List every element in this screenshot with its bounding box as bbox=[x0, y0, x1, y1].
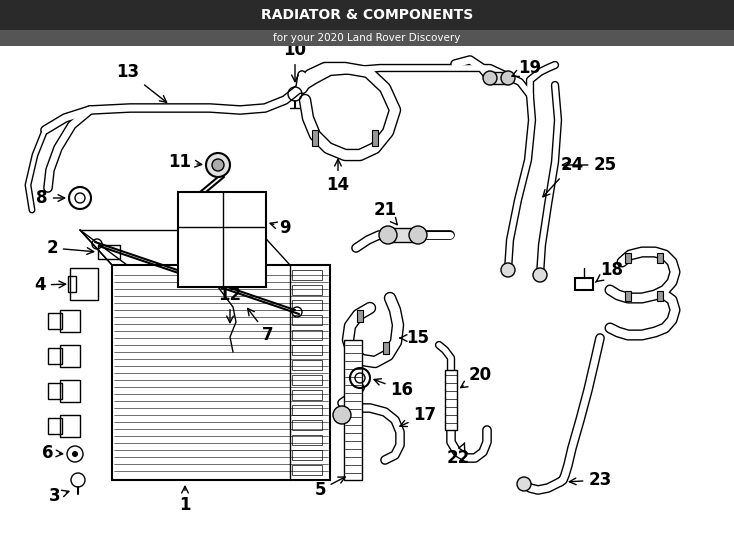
Text: 8: 8 bbox=[36, 189, 65, 207]
Circle shape bbox=[533, 268, 547, 282]
Circle shape bbox=[72, 451, 78, 457]
Bar bbox=[98, 245, 120, 259]
Text: 7: 7 bbox=[247, 308, 274, 344]
Text: 17: 17 bbox=[400, 406, 437, 427]
Bar bbox=[657, 291, 663, 301]
Bar bbox=[292, 420, 322, 430]
Circle shape bbox=[517, 477, 531, 491]
Bar bbox=[292, 285, 322, 295]
Bar bbox=[357, 310, 363, 322]
Text: 25: 25 bbox=[562, 156, 617, 174]
Text: 19: 19 bbox=[512, 59, 542, 77]
Text: 14: 14 bbox=[327, 159, 349, 194]
Bar bbox=[388, 228, 418, 242]
Text: 18: 18 bbox=[595, 261, 623, 282]
Text: 1: 1 bbox=[179, 487, 191, 514]
Text: 4: 4 bbox=[34, 276, 65, 294]
Circle shape bbox=[501, 71, 515, 85]
Bar bbox=[60, 415, 80, 437]
Text: 12: 12 bbox=[219, 286, 241, 323]
Text: 5: 5 bbox=[314, 477, 345, 499]
Bar bbox=[292, 360, 322, 370]
Bar bbox=[0, 0, 734, 30]
Bar bbox=[292, 405, 322, 415]
Circle shape bbox=[206, 153, 230, 177]
Bar bbox=[48, 313, 62, 329]
Circle shape bbox=[379, 226, 397, 244]
Bar bbox=[344, 340, 362, 480]
Text: 6: 6 bbox=[43, 444, 62, 462]
Circle shape bbox=[409, 226, 427, 244]
Text: 9: 9 bbox=[270, 219, 291, 237]
Text: 11: 11 bbox=[169, 153, 202, 171]
Text: for your 2020 Land Rover Discovery: for your 2020 Land Rover Discovery bbox=[273, 33, 461, 43]
Bar bbox=[68, 276, 76, 292]
Bar bbox=[0, 30, 734, 46]
Text: 2: 2 bbox=[46, 239, 94, 257]
Text: 15: 15 bbox=[400, 329, 429, 347]
Bar bbox=[60, 345, 80, 367]
Text: 21: 21 bbox=[374, 201, 397, 225]
Bar bbox=[292, 315, 322, 325]
Text: 10: 10 bbox=[283, 41, 307, 82]
Bar bbox=[445, 370, 457, 430]
Bar bbox=[48, 418, 62, 434]
Bar bbox=[383, 342, 389, 354]
Bar bbox=[490, 72, 508, 84]
Bar bbox=[312, 130, 318, 146]
Bar bbox=[292, 270, 322, 280]
Bar bbox=[60, 380, 80, 402]
Bar bbox=[292, 300, 322, 310]
Circle shape bbox=[501, 263, 515, 277]
Bar bbox=[60, 310, 80, 332]
Bar bbox=[625, 253, 631, 263]
Bar bbox=[575, 278, 593, 290]
Bar bbox=[48, 348, 62, 364]
Bar bbox=[48, 383, 62, 399]
Bar bbox=[292, 330, 322, 340]
Text: 13: 13 bbox=[117, 63, 167, 102]
Bar bbox=[70, 268, 98, 300]
Text: 24: 24 bbox=[543, 156, 584, 197]
Bar bbox=[178, 192, 266, 287]
Bar bbox=[112, 265, 330, 480]
Text: 20: 20 bbox=[461, 366, 492, 388]
Text: 23: 23 bbox=[570, 471, 611, 489]
Bar bbox=[292, 345, 322, 355]
Bar bbox=[292, 375, 322, 385]
Bar bbox=[292, 465, 322, 475]
Text: 22: 22 bbox=[446, 443, 470, 467]
Text: RADIATOR & COMPONENTS: RADIATOR & COMPONENTS bbox=[261, 8, 473, 22]
Bar bbox=[657, 253, 663, 263]
Text: 16: 16 bbox=[374, 379, 413, 399]
Text: 3: 3 bbox=[49, 487, 69, 505]
Bar bbox=[292, 435, 322, 445]
Bar bbox=[292, 450, 322, 460]
Circle shape bbox=[483, 71, 497, 85]
Circle shape bbox=[333, 406, 351, 424]
Bar bbox=[372, 130, 378, 146]
Bar bbox=[625, 291, 631, 301]
Circle shape bbox=[212, 159, 224, 171]
Bar bbox=[292, 390, 322, 400]
